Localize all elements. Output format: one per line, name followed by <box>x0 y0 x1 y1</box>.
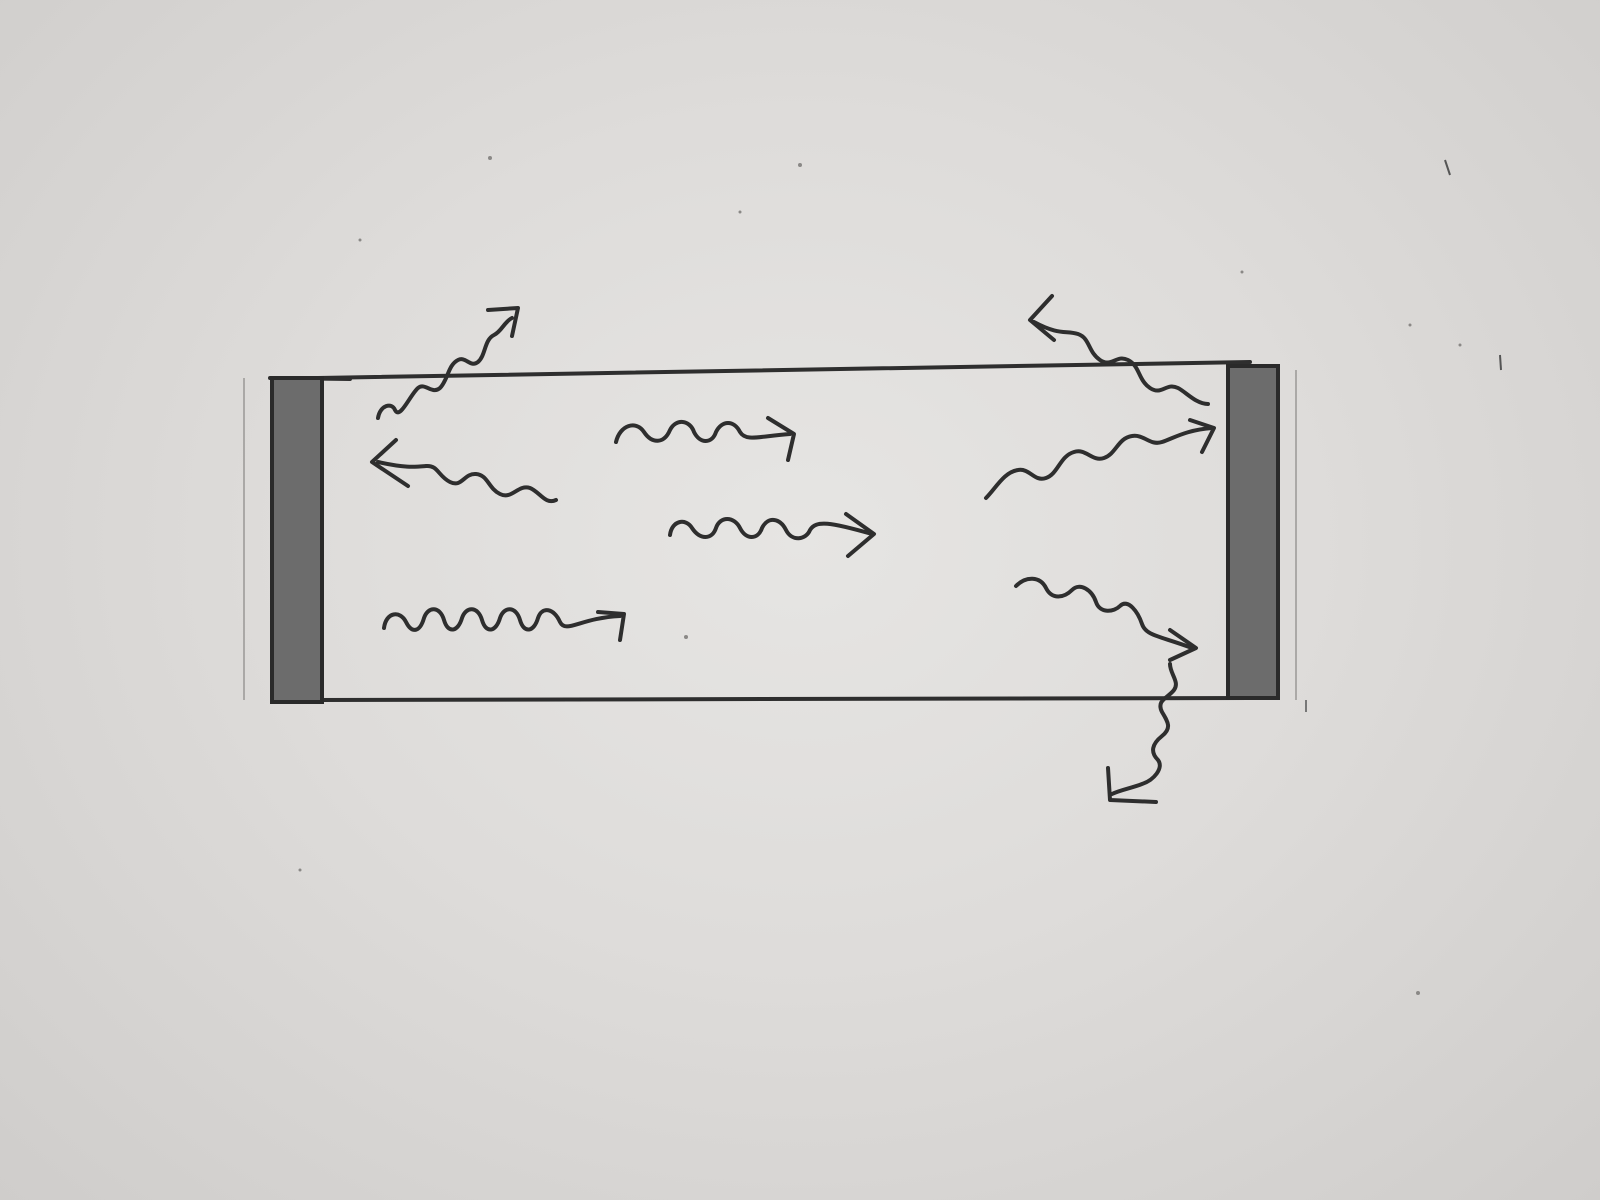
wavy-arrow-escape-top-left <box>376 306 520 420</box>
wavy-arrow-escape-bottom <box>1106 662 1178 804</box>
paper-specks <box>298 156 1502 995</box>
left-mirror <box>270 376 324 704</box>
wavy-arrow-left-pointing <box>370 438 558 504</box>
wavy-arrow-right-upper <box>984 418 1216 500</box>
wavy-arrow-middle-upper <box>614 416 796 462</box>
right-mirror <box>1226 364 1280 700</box>
wavy-arrow-lower-left <box>382 607 626 642</box>
faint-guide-lines <box>243 370 1297 700</box>
wavy-arrow-middle <box>668 512 876 558</box>
wavy-arrow-escape-top-right <box>1028 294 1210 406</box>
wavy-arrow-lower-right <box>1014 576 1198 662</box>
wavy-arrows <box>370 294 1216 804</box>
